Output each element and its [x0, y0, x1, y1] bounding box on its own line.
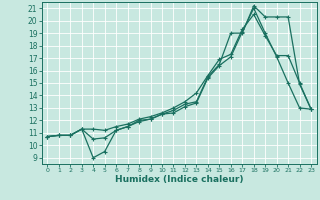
X-axis label: Humidex (Indice chaleur): Humidex (Indice chaleur) — [115, 175, 244, 184]
